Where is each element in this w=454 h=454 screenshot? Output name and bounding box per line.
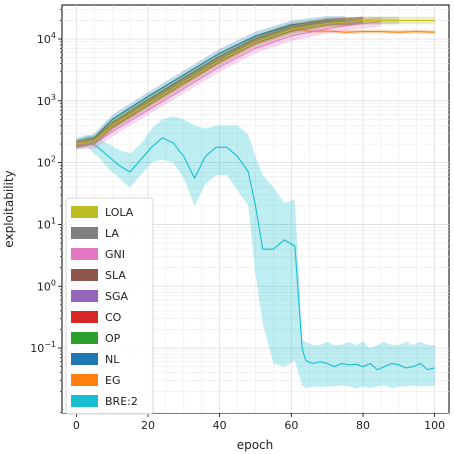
line-nl — [76, 19, 346, 145]
legend: LOLA LA GNI SLA SGA CO OP NL EG BRE:2 — [65, 197, 154, 415]
line-lola — [76, 19, 435, 145]
x-axis-label: epoch — [237, 438, 274, 452]
band-lola — [76, 16, 435, 148]
band-co — [76, 16, 364, 148]
legend-swatch-bre-2 — [71, 395, 98, 407]
line-op — [76, 19, 364, 145]
legend-swatch-co — [71, 311, 98, 323]
y-tick-label: 102 — [37, 155, 56, 170]
legend-label-gni: GNI — [105, 248, 125, 261]
x-tick-label: 40 — [213, 419, 227, 432]
x-tick-label: 60 — [284, 419, 298, 432]
legend-label-lola: LOLA — [105, 206, 134, 219]
line-gni — [76, 21, 381, 145]
band-bre-2 — [76, 116, 435, 389]
legend-swatch-lola — [71, 206, 98, 218]
legend-swatch-op — [71, 332, 98, 344]
legend-label-bre-2: BRE:2 — [105, 395, 138, 408]
x-tick-label: 0 — [73, 419, 80, 432]
legend-label-co: CO — [105, 311, 122, 324]
legend-swatch-gni — [71, 248, 98, 260]
legend-label-la: LA — [105, 227, 119, 240]
x-tick-label: 100 — [424, 419, 445, 432]
legend-label-op: OP — [105, 332, 121, 345]
legend-swatch-nl — [71, 353, 98, 365]
line-bre-2 — [76, 137, 435, 371]
legend-label-sga: SGA — [105, 290, 129, 303]
y-axis-label: exploitability — [2, 170, 16, 247]
legend-label-eg: EG — [105, 374, 120, 387]
legend-swatch-eg — [71, 374, 98, 386]
y-tick-label: 100 — [37, 278, 56, 293]
legend-swatch-sga — [71, 290, 98, 302]
y-axis-ticks: 10−1 100 101 102 103 104 — [30, 9, 62, 414]
x-tick-label: 80 — [356, 419, 370, 432]
legend-swatch-la — [71, 227, 98, 239]
legend-swatch-sla — [71, 269, 98, 281]
y-tick-label: 104 — [37, 31, 56, 46]
legend-label-nl: NL — [105, 353, 120, 366]
y-tick-label: 103 — [37, 93, 56, 108]
x-tick-label: 20 — [141, 419, 155, 432]
band-sla — [76, 16, 364, 148]
y-tick-label: 10−1 — [30, 340, 56, 355]
band-sga — [76, 16, 364, 148]
y-tick-label: 101 — [37, 216, 56, 231]
series-layer — [76, 16, 435, 389]
x-axis-ticks: 0 20 40 60 80 100 — [73, 413, 445, 432]
legend-label-sla: SLA — [105, 269, 126, 282]
